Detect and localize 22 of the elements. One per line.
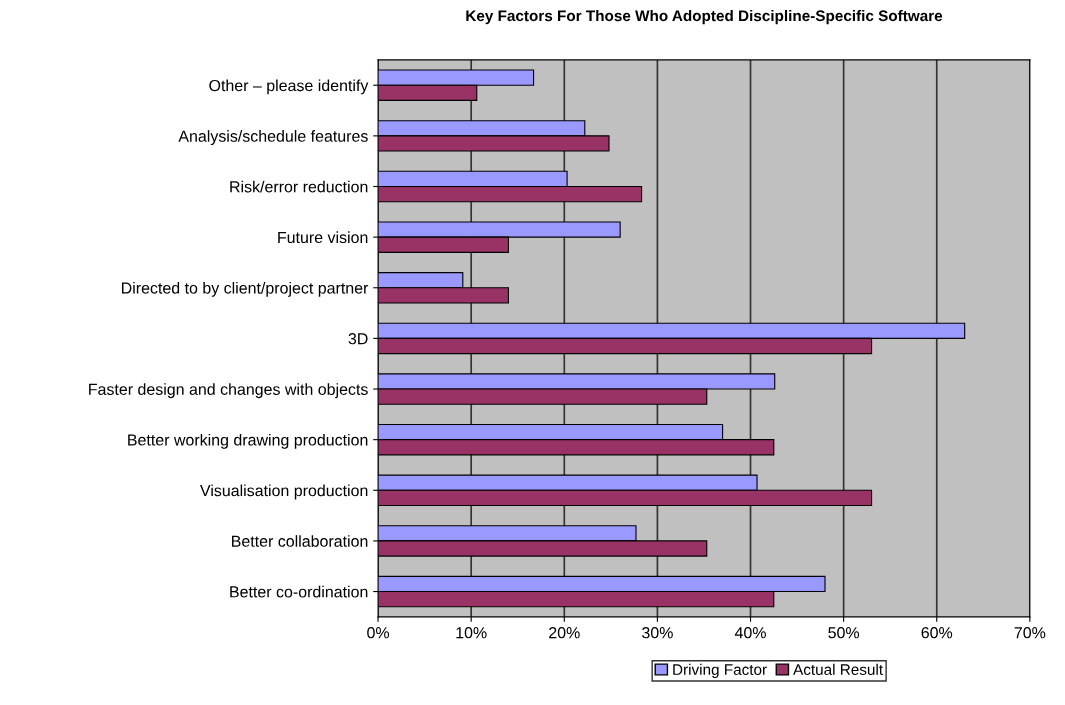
x-tick-label: 70% — [1014, 627, 1046, 639]
y-tick-label: Analysis/schedule features — [178, 130, 368, 145]
y-tick-label: Better working drawing production — [128, 433, 368, 449]
legend-label: Driving Factor — [673, 663, 767, 679]
y-tick-label: Faster design and changes with objects — [89, 383, 368, 399]
legend-label: Actual Result — [793, 663, 883, 675]
y-tick-label: Better co-ordination — [230, 585, 368, 598]
x-tick-label: 0% — [367, 627, 390, 639]
x-tick-label: 60% — [921, 627, 953, 639]
y-tick-label: Risk/error reduction — [230, 180, 368, 193]
y-tick-label: Visualisation production — [200, 484, 368, 500]
x-tick-label: 40% — [734, 627, 766, 639]
y-tick-label: Future vision — [278, 231, 368, 244]
chart-title: Key Factors For Those Who Adopted Discipline-Specific Software — [466, 9, 943, 25]
y-tick-label: Better collaboration — [232, 535, 368, 547]
x-tick-label: 30% — [642, 627, 673, 639]
x-tick-label: 10% — [456, 627, 487, 639]
x-tick-label: 50% — [828, 627, 860, 639]
y-tick-label: Other – please identify — [209, 79, 369, 95]
y-tick-label: 3D — [348, 333, 368, 345]
x-tick-label: 20% — [549, 627, 580, 639]
y-tick-label: Directed to by client/project partner — [121, 281, 369, 297]
